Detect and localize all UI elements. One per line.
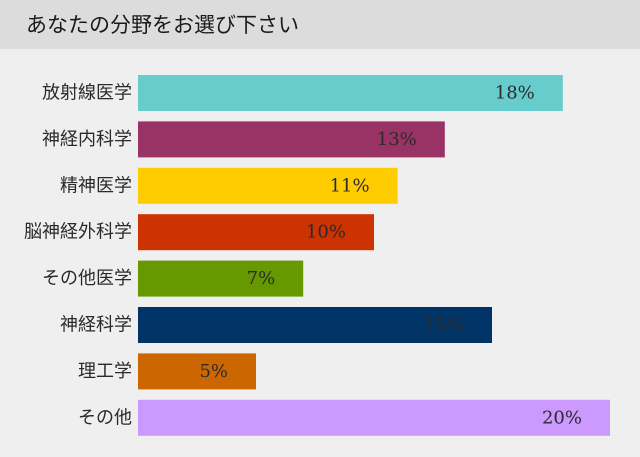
category-label: その他医学 bbox=[42, 268, 132, 289]
value-label: 10% bbox=[306, 222, 346, 243]
category-label: 放射線医学 bbox=[42, 83, 132, 104]
category-label: 神経科学 bbox=[60, 315, 132, 336]
bar-4 bbox=[138, 214, 374, 251]
value-label: 5% bbox=[199, 361, 228, 382]
bar-3 bbox=[138, 167, 398, 204]
bar-5 bbox=[138, 260, 304, 297]
category-label: その他 bbox=[78, 407, 132, 428]
value-label: 11% bbox=[330, 175, 370, 196]
category-label: 神経内科学 bbox=[42, 129, 132, 150]
chart-header: あなたの分野をお選び下さい bbox=[0, 0, 640, 49]
bar-7 bbox=[138, 353, 256, 390]
value-label: 15% bbox=[424, 315, 464, 336]
bar-6 bbox=[138, 307, 492, 343]
bar-1 bbox=[138, 75, 563, 111]
bar-2 bbox=[138, 121, 445, 158]
value-label: 7% bbox=[247, 268, 276, 289]
chart-title: あなたの分野をお選び下さい bbox=[26, 13, 299, 37]
category-label: 精神医学 bbox=[60, 175, 132, 196]
category-label: 理工学 bbox=[78, 361, 132, 382]
bar-chart: 放射線医学 18% 神経内科学 13% 精神医学 11% 脳神経外科学 10% その他医学 7% 神… bbox=[24, 75, 610, 436]
bar-8 bbox=[138, 399, 610, 436]
value-label: 13% bbox=[377, 129, 417, 150]
value-label: 20% bbox=[542, 407, 582, 428]
category-label: 脳神経外科学 bbox=[24, 222, 132, 243]
value-label: 18% bbox=[495, 83, 535, 104]
